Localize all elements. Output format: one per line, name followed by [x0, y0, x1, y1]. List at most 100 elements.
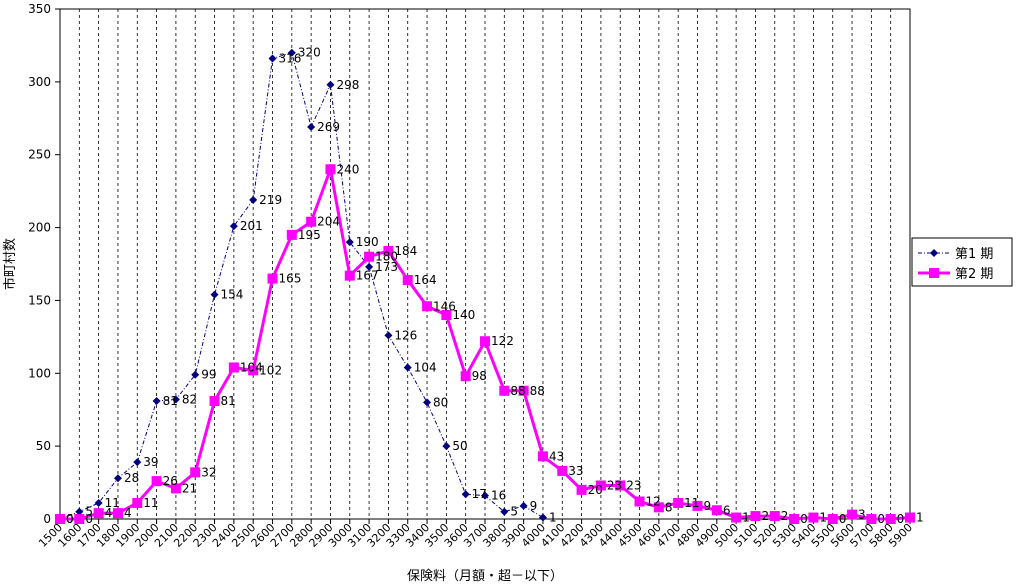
y-tick-label: 100: [28, 366, 51, 380]
series-1-data-label: 82: [182, 393, 197, 407]
series-2-point: [615, 480, 626, 491]
series-2-data-label: 2: [781, 509, 789, 523]
series-2-point: [634, 496, 645, 507]
series-1-point: [229, 222, 238, 231]
series-2-data-label: 23: [607, 478, 622, 492]
series-2-point: [885, 514, 896, 524]
series-2-data-label: 204: [317, 215, 340, 229]
series-2-data-label: 4: [105, 506, 113, 520]
series-2-data-label: 104: [240, 360, 263, 374]
series-2-data-label: 21: [182, 481, 197, 495]
series-2-point: [673, 497, 684, 508]
series-2-data-label: 0: [800, 512, 808, 526]
series-1-point: [75, 507, 84, 516]
y-axis-title: 市町村数: [2, 238, 18, 290]
series-1-data-label: 219: [259, 193, 282, 207]
series-1-point: [249, 195, 258, 204]
series-1-point: [287, 48, 296, 57]
series-2-point: [653, 502, 664, 513]
series-2-point: [151, 476, 162, 487]
series-2-point: [132, 497, 143, 508]
y-tick-label: 150: [28, 293, 51, 307]
series-1-point: [113, 474, 122, 483]
series-2-point: [866, 514, 877, 524]
series-2-data-label: 9: [704, 499, 712, 513]
series-2-point: [93, 508, 104, 519]
series-2-point: [383, 245, 394, 256]
series-1-data-label: 39: [143, 455, 158, 469]
series-2-data-label: 23: [626, 478, 641, 492]
series-1-point: [268, 54, 277, 63]
series-2-data-label: 146: [433, 299, 456, 313]
series-1-data-label: 298: [336, 78, 359, 92]
series-1-point: [538, 513, 547, 522]
series-2-point: [306, 216, 317, 227]
series-1-point: [500, 507, 509, 516]
series-2-point: [364, 251, 375, 262]
series-2-data-label: 1: [819, 511, 827, 525]
series-2-data-label: 180: [375, 250, 398, 264]
series-1-point: [171, 395, 180, 404]
series-1-point: [133, 458, 142, 467]
series-1-data-label: 1: [549, 511, 557, 525]
series-2-point: [422, 301, 433, 312]
legend-marker-series-2: [929, 268, 939, 278]
y-tick-label: 300: [28, 75, 51, 89]
legend-marker-series-1: [930, 249, 938, 257]
legend-label-series-2: 第2 期: [955, 267, 993, 282]
series-2-point: [228, 362, 239, 373]
series-2-data-label: 0: [66, 512, 74, 526]
series-2-data-label: 164: [414, 273, 437, 287]
series-2-point: [209, 395, 220, 406]
series-1-point: [442, 442, 451, 451]
series-2-data-label: 3: [858, 508, 866, 522]
legend-entry-series-1: 第1 期: [918, 247, 993, 262]
series-2-point: [344, 270, 355, 281]
series-2-data-label: 88: [530, 384, 545, 398]
series-2-point: [170, 483, 181, 494]
series-2-data-label: 33: [568, 464, 583, 478]
series-1-data-label: 320: [298, 46, 321, 60]
series-2-data-label: 12: [646, 495, 661, 509]
y-tick-label: 0: [43, 512, 51, 526]
series-1-point: [365, 262, 374, 271]
series-2-data-label: 195: [298, 228, 321, 242]
series-2-point: [595, 480, 606, 491]
series-1-data-label: 173: [375, 260, 398, 274]
series-2-data-label: 2: [761, 509, 769, 523]
series-1-data-label: 9: [530, 499, 538, 513]
series-2-point: [847, 509, 858, 520]
series-1-data-label: 99: [201, 368, 216, 382]
series-2-data-label: 167: [356, 269, 379, 283]
series-2-point: [537, 451, 548, 462]
series-1-data-label: 16: [491, 489, 506, 503]
series-1-data-label: 50: [452, 439, 467, 453]
series-2-data-label: 122: [491, 334, 514, 348]
series-2-data-label: 240: [336, 162, 359, 176]
series-2-data-label: 4: [124, 506, 132, 520]
series-1-data-label: 104: [414, 360, 437, 374]
series-2-data-label: 0: [839, 512, 847, 526]
series-2-point: [576, 484, 587, 495]
series-1-data-label: 17: [472, 487, 487, 501]
series-2-point: [750, 511, 761, 522]
series-2-data-label: 43: [549, 449, 564, 463]
series-2-point: [112, 508, 123, 519]
series-2-point: [789, 514, 800, 524]
series-2-data-label: 1: [916, 511, 924, 525]
series-1-point: [152, 396, 161, 405]
series-1-data-label: 5: [85, 505, 93, 519]
x-axis: 1500160017001800190020002100220023002400…: [36, 519, 915, 550]
series-2-point: [499, 385, 510, 396]
series-2-point: [905, 512, 915, 523]
y-axis: 0 50 100 150 200 250 300 350: [28, 2, 60, 526]
series-1-point: [423, 398, 432, 407]
series-1-point: [94, 498, 103, 507]
series-2-point: [402, 275, 413, 286]
series-1-data-label: 201: [240, 219, 263, 233]
series-2-point: [74, 514, 85, 524]
series-2-data-label: 6: [723, 503, 731, 517]
series-2-point: [190, 467, 201, 478]
series-1-point: [461, 490, 470, 499]
